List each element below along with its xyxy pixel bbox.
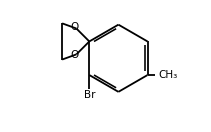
Text: Br: Br	[84, 90, 95, 100]
Text: O: O	[70, 22, 78, 32]
Text: O: O	[70, 50, 78, 60]
Text: CH₃: CH₃	[158, 70, 178, 80]
